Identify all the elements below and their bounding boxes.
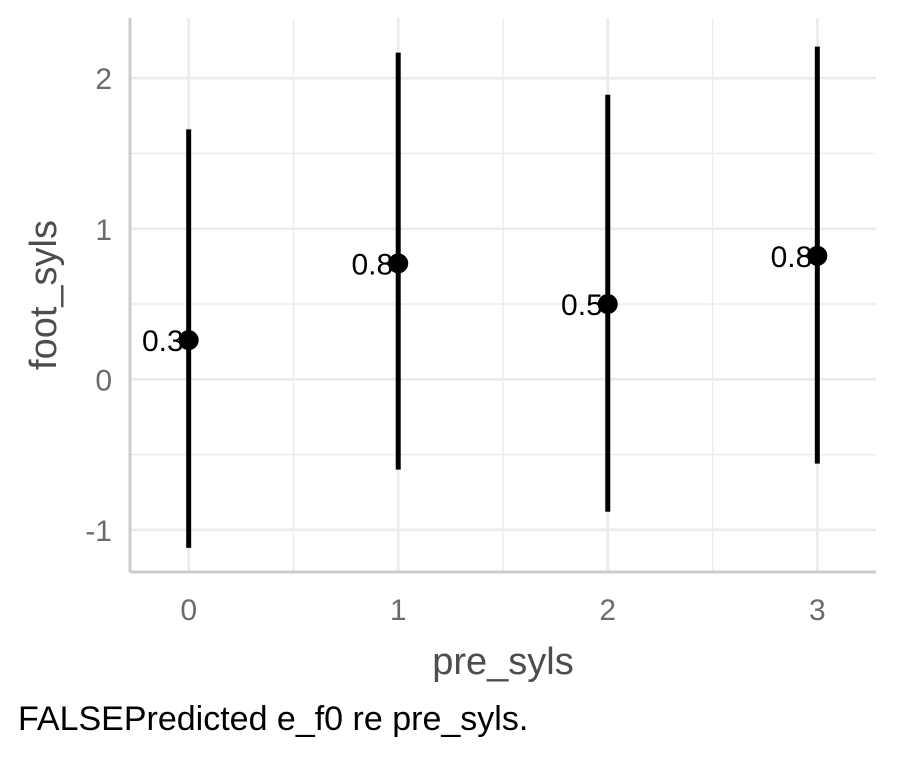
figure-caption: FALSEPredicted e_f0 re pre_syls. [18, 700, 529, 738]
chart: -1 0 1 2 0 1 2 3 0.3 0.8 0.5 0.8 pre_syls foot_sy… [23, 18, 876, 683]
data-label: 0.5 [561, 289, 603, 322]
y-axis-title: foot_syls [23, 220, 65, 370]
data-label: 0.3 [142, 325, 184, 358]
data-point [807, 245, 828, 266]
y-tick-label: 1 [95, 214, 112, 247]
y-tick-label: 2 [95, 63, 112, 96]
x-tick-label: 3 [809, 594, 826, 627]
axes [128, 18, 876, 574]
x-tick-label: 0 [180, 594, 197, 627]
x-ticks: 0 1 2 3 [180, 594, 825, 627]
marks: 0.3 0.8 0.5 0.8 [142, 46, 828, 548]
data-label: 0.8 [771, 241, 813, 274]
y-ticks: -1 0 1 2 [85, 63, 112, 548]
data-point [597, 294, 618, 315]
data-point [388, 253, 409, 274]
x-axis-title: pre_syls [432, 641, 574, 683]
grid [130, 18, 876, 572]
data-label: 0.8 [352, 248, 394, 281]
data-point [178, 330, 199, 351]
x-tick-label: 2 [599, 594, 616, 627]
x-tick-label: 1 [390, 594, 407, 627]
y-tick-label: -1 [85, 515, 112, 548]
y-tick-label: 0 [95, 364, 112, 397]
